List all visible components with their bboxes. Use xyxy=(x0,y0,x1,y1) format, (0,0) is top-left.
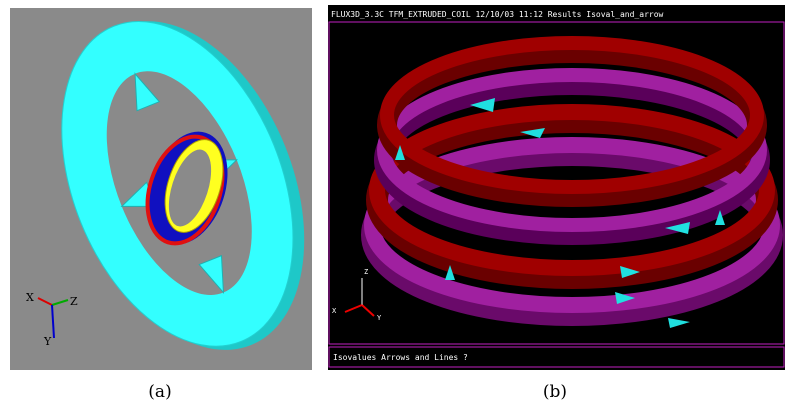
axis-label: X xyxy=(26,291,34,304)
prompt: Isovalues Arrows and Lines ? xyxy=(333,353,468,362)
panel-b: FLUX3D_3.3C TFM_EXTRUDED_COIL 12/10/03 1… xyxy=(328,5,785,370)
panel-a: X Z Y xyxy=(10,0,349,387)
axis-label: Z xyxy=(364,268,368,276)
caption: (a) xyxy=(148,382,171,402)
axis-label: Z xyxy=(70,295,78,308)
caption: (b) xyxy=(543,382,567,402)
page: {"panels": [ {"caption": "(a)", "axes": … xyxy=(0,0,785,406)
figure: X Z Y (a) FLUX3D_3.3C TFM_EXTRUDED_COIL … xyxy=(0,0,785,406)
header: FLUX3D_3.3C TFM_EXTRUDED_COIL 12/10/03 1… xyxy=(331,10,664,19)
axis-label: Y xyxy=(43,335,52,348)
